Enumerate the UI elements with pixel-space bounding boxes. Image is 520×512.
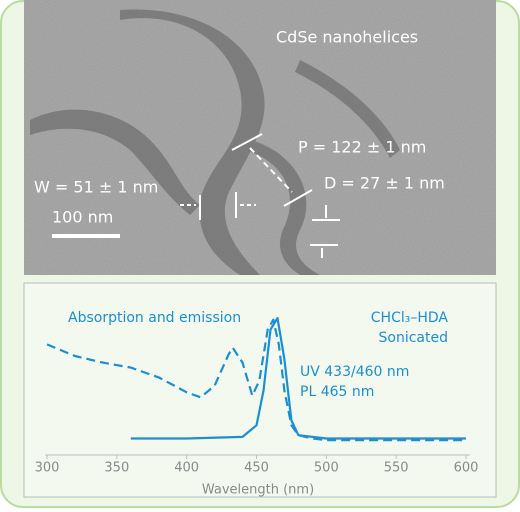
x-tick-label: 400 (174, 461, 199, 476)
annotation: CHCl₃–HDA (371, 310, 449, 326)
x-tick-label: 600 (454, 461, 479, 476)
pitch-label: P = 122 ± 1 nm (298, 138, 426, 157)
x-tick-label: 450 (244, 461, 269, 476)
image-labels: CdSe nanohelices P = 122 ± 1 nm W = 51 ±… (34, 28, 445, 227)
micrograph: CdSe nanohelices P = 122 ± 1 nm W = 51 ±… (24, 0, 496, 275)
chart-panel (23, 282, 497, 498)
measure-lines (52, 133, 340, 258)
annotation: UV 433/460 nm (300, 364, 409, 380)
series-line (130, 317, 466, 440)
diameter-label: D = 27 ± 1 nm (324, 174, 445, 193)
x-tick-label: 500 (314, 461, 339, 476)
x-axis-label: Wavelength (nm) (202, 483, 314, 498)
scale-bar-label: 100 nm (52, 208, 113, 227)
x-tick-label: 350 (104, 461, 129, 476)
x-tick-label: 550 (384, 461, 409, 476)
image-title: CdSe nanohelices (276, 28, 418, 47)
annotations: Absorption and emission CHCl₃–HDA Sonica… (68, 310, 448, 400)
chart: Absorption and emission CHCl₃–HDA Sonica… (35, 310, 479, 498)
annotation: Sonicated (379, 330, 448, 346)
x-tick-label: 300 (35, 461, 60, 476)
width-label: W = 51 ± 1 nm (34, 178, 158, 197)
annotation: PL 465 nm (300, 384, 374, 400)
micrograph-noise (24, 0, 496, 275)
annotation: Absorption and emission (68, 310, 241, 326)
